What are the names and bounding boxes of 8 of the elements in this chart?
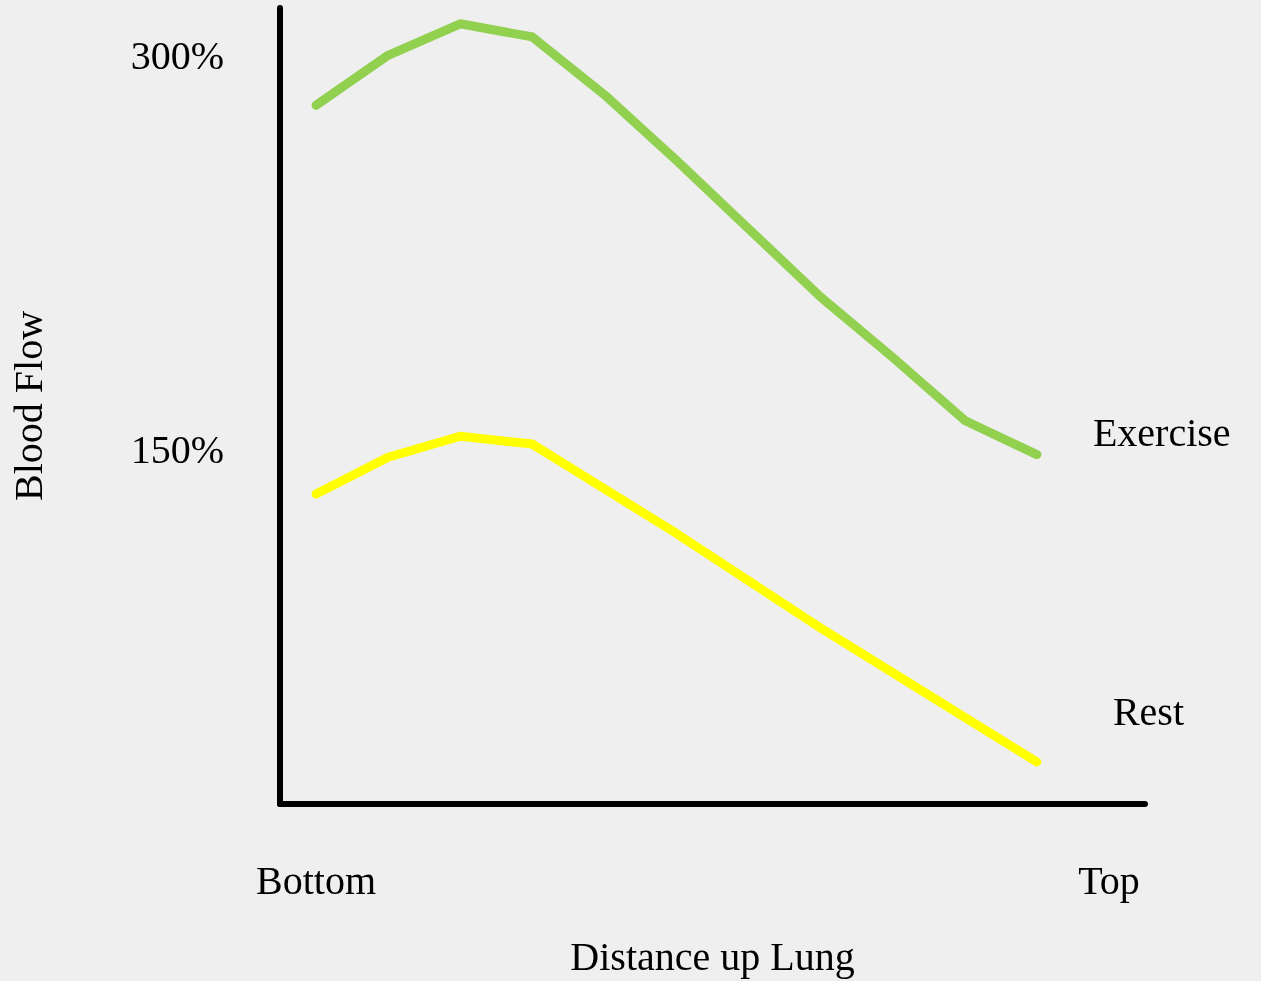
- series-label: Exercise: [1092, 410, 1231, 456]
- x-axis-title: Distance up Lung: [570, 933, 855, 979]
- y-tick-label: 150%: [130, 426, 224, 472]
- y-tick-label: 300%: [130, 32, 224, 78]
- x-tick-label: Top: [1078, 857, 1140, 903]
- text: Rest: [1112, 689, 1184, 735]
- y-axis-title: Blood Flow: [5, 310, 51, 502]
- x-tick-label: Bottom: [256, 857, 377, 903]
